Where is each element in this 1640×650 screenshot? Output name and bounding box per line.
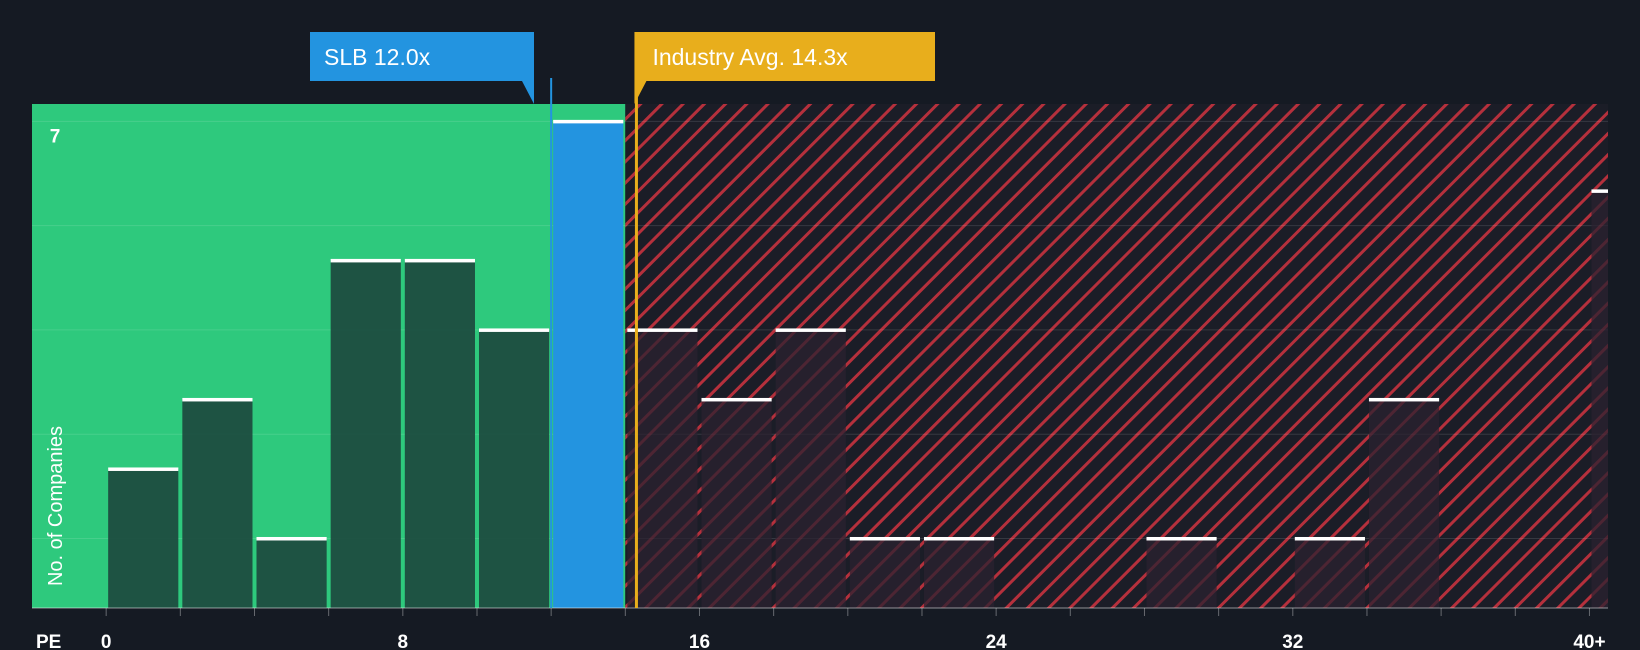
bad-zone-background: [625, 104, 1608, 608]
x-tick-label: 24: [986, 632, 1008, 650]
bar-cap: [330, 258, 401, 263]
industry-average-callout: [634, 32, 935, 104]
histogram-bars: [108, 121, 1608, 609]
histogram-bar: [330, 260, 401, 608]
bar-cap: [1368, 397, 1440, 402]
industry-average-label: Industry Avg. 14.3x: [652, 44, 848, 70]
x-tick-label: 0: [101, 632, 112, 650]
histogram-bar: [1591, 190, 1608, 608]
histogram-bar: [256, 538, 327, 608]
company-callout: [310, 32, 534, 104]
bar-cap: [108, 467, 179, 471]
bar-cap: [404, 258, 475, 263]
histogram-bar: [404, 260, 475, 608]
y-axis-label: No. of Companies: [45, 426, 67, 586]
bar-cap: [553, 119, 624, 124]
bar-cap: [1294, 536, 1365, 541]
histogram-bar: [923, 538, 995, 608]
bar-cap: [478, 328, 550, 332]
x-tick-label: 8: [398, 632, 409, 650]
bar-cap: [1146, 536, 1217, 541]
histogram-bar: [627, 329, 698, 608]
bar-cap: [849, 536, 920, 541]
bar-cap: [923, 536, 995, 541]
x-tick-label: 16: [689, 632, 710, 650]
histogram-bar: [1368, 399, 1440, 608]
y-axis-ticks: 7: [50, 126, 61, 147]
bar-caps: [108, 119, 1608, 541]
histogram-bar: [553, 121, 624, 609]
bar-cap: [1591, 189, 1608, 193]
histogram-bar: [478, 329, 550, 608]
x-axis-ticks: 0 8 16 24 32 40+: [101, 608, 1606, 650]
bar-cap: [701, 397, 772, 402]
x-tick-label: 32: [1282, 632, 1303, 650]
bar-cap: [256, 536, 327, 541]
histogram-bar: [1146, 538, 1217, 608]
histogram-bar: [108, 468, 179, 608]
histogram-bar: [849, 538, 920, 608]
x-tick-label: 40+: [1573, 632, 1605, 650]
company-callout-label: SLB 12.0x: [324, 44, 431, 70]
y-tick-label: 7: [50, 126, 61, 147]
bar-cap: [627, 328, 698, 332]
x-axis-label: PE: [36, 632, 61, 650]
histogram-bar: [182, 399, 253, 608]
bar-cap: [182, 397, 253, 402]
histogram-bar: [775, 329, 846, 608]
bar-cap: [775, 328, 846, 332]
histogram-bar: [701, 399, 772, 608]
histogram-bar: [1294, 538, 1365, 608]
